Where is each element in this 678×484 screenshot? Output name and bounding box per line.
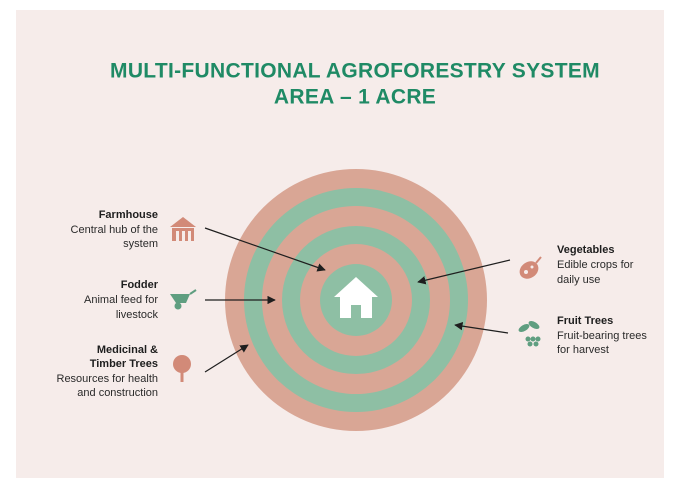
callout-description: system bbox=[123, 238, 158, 250]
fruit-icon bbox=[518, 321, 541, 347]
callout-label: Farmhouse bbox=[99, 209, 158, 221]
wheelbarrow-icon bbox=[170, 289, 197, 310]
title-line: AREA – 1 ACRE bbox=[274, 86, 436, 109]
callout-label: Fodder bbox=[121, 279, 159, 291]
house-icon bbox=[334, 277, 378, 318]
callout-description: Animal feed for bbox=[84, 294, 158, 306]
callout-label: Vegetables bbox=[557, 244, 614, 256]
callout-description: for harvest bbox=[557, 344, 609, 356]
vegetable-icon bbox=[519, 256, 542, 279]
callout-label: Timber Trees bbox=[90, 358, 158, 370]
callout-description: Central hub of the bbox=[71, 224, 158, 236]
farmhouse-icon bbox=[170, 217, 196, 241]
title-line: MULTI-FUNCTIONAL AGROFORESTRY SYSTEM bbox=[110, 60, 600, 83]
arrow bbox=[204, 227, 326, 272]
arrow bbox=[454, 321, 509, 334]
callout-description: Fruit-bearing trees bbox=[557, 330, 647, 342]
callout-description: and construction bbox=[77, 387, 158, 399]
tree-icon bbox=[173, 355, 191, 382]
callout-description: Resources for health bbox=[57, 373, 159, 385]
callout-description: daily use bbox=[557, 274, 600, 286]
arrow bbox=[204, 344, 249, 373]
callout-label: Medicinal & bbox=[97, 344, 158, 356]
arrow bbox=[417, 259, 511, 285]
callout-description: livestock bbox=[116, 309, 159, 321]
callout-label: Fruit Trees bbox=[557, 315, 613, 327]
callout-description: Edible crops for bbox=[557, 259, 634, 271]
